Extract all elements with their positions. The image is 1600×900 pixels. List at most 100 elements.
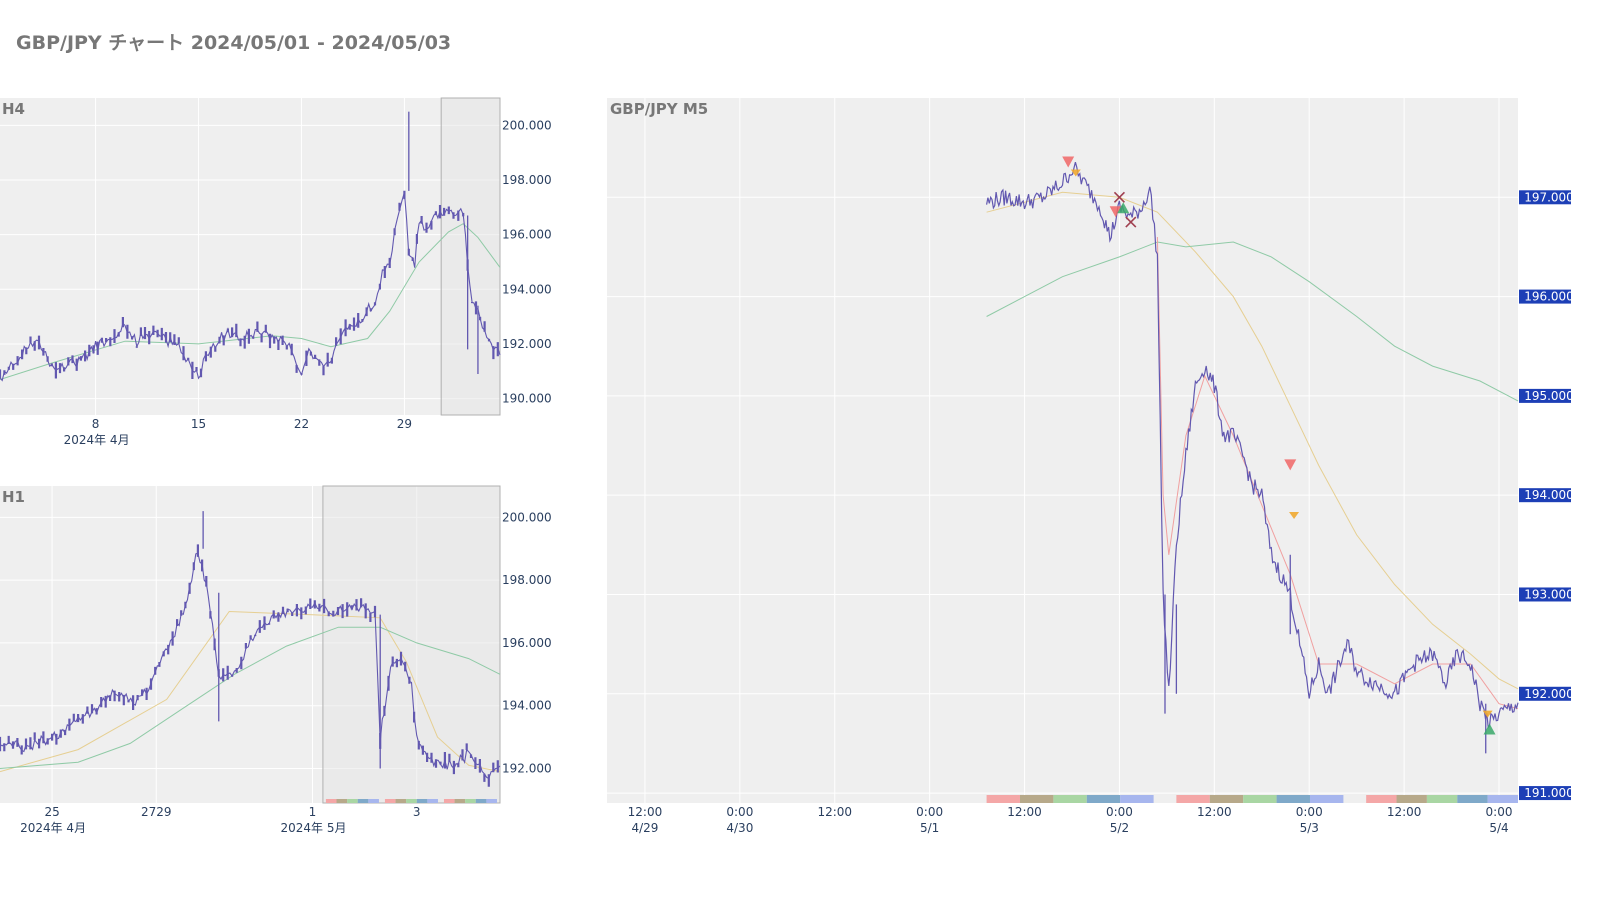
- panel-label: H1: [2, 488, 25, 506]
- x-tick-sublabel: 5/4: [1489, 821, 1508, 835]
- x-tick-label: 0:00: [1296, 805, 1323, 819]
- sell-marker: [1109, 206, 1122, 218]
- candle-bodies: [0, 190, 499, 379]
- x-tick-sublabel: 4/29: [631, 821, 658, 835]
- x-tick-label: 12:00: [1197, 805, 1232, 819]
- y-tick-label: 200.000: [502, 510, 552, 524]
- session-bar: [416, 799, 428, 803]
- y-tick-label: 191.000: [1524, 786, 1574, 800]
- session-bar: [406, 799, 417, 803]
- ma-line-long: [986, 241, 1519, 402]
- session-bar: [475, 799, 487, 803]
- y-tick-label: 193.000: [1524, 587, 1574, 601]
- take-profit-marker: [1070, 169, 1081, 177]
- close-marker: [1113, 191, 1126, 203]
- y-tick-label: 190.000: [502, 392, 552, 406]
- session-bar: [454, 799, 466, 803]
- x-tick-sublabel: 5/3: [1300, 821, 1319, 835]
- session-bar: [384, 799, 396, 803]
- plot-area: [0, 98, 500, 415]
- session-bar: [357, 799, 369, 803]
- x-tick-label: 3: [413, 805, 421, 819]
- y-tick-badge: [1519, 388, 1571, 403]
- session-bar: [1019, 795, 1054, 803]
- y-tick-label: 200.000: [502, 118, 552, 132]
- x-tick-sublabel: 2024年 5月: [281, 821, 347, 835]
- y-tick-label: 197.000: [1524, 190, 1574, 204]
- session-bar: [368, 799, 379, 803]
- y-tick-badge: [1519, 686, 1571, 701]
- highlight-window: [322, 485, 501, 804]
- session-bar: [1366, 795, 1397, 803]
- y-tick-label: 198.000: [502, 173, 552, 187]
- page-title: GBP/JPY チャート 2024/05/01 - 2024/05/03: [16, 32, 452, 54]
- x-tick-label: 12:00: [1387, 805, 1422, 819]
- session-bar: [347, 799, 358, 803]
- y-tick-label: 194.000: [1524, 488, 1574, 502]
- session-bar: [1457, 795, 1488, 803]
- x-tick-sublabel: 4/30: [726, 821, 753, 835]
- x-tick-label: 1: [309, 805, 317, 819]
- ma-line-mid: [986, 191, 1519, 690]
- y-tick-label: 196.000: [502, 228, 552, 242]
- buy-marker: [1117, 202, 1130, 214]
- buy-marker: [1483, 723, 1496, 735]
- y-tick-label: 196.000: [1524, 290, 1574, 304]
- x-tick-label: 12:00: [1007, 805, 1042, 819]
- panel-label: H4: [2, 100, 25, 118]
- session-bar: [1053, 795, 1087, 803]
- take-profit-marker: [1289, 512, 1300, 520]
- session-bar: [1243, 795, 1277, 803]
- ma-line-long: [0, 626, 501, 769]
- session-bar: [465, 799, 476, 803]
- ma-line-long: [0, 223, 501, 380]
- session-bar: [1120, 795, 1154, 803]
- y-tick-label: 192.000: [1524, 687, 1574, 701]
- price-series: [0, 552, 501, 780]
- y-tick-badge: [1519, 786, 1571, 801]
- highlight-window: [440, 97, 501, 416]
- y-tick-badge: [1519, 587, 1571, 602]
- session-bar: [1176, 795, 1210, 803]
- x-tick-label: 0:00: [1486, 805, 1513, 819]
- session-bar: [986, 795, 1020, 803]
- x-tick-label: 29: [397, 417, 412, 431]
- session-bar: [1426, 795, 1458, 803]
- panel-h4: 190.000 192.000 194.000 196.000 198.000 200.0…: [0, 97, 552, 447]
- y-tick-label: 194.000: [502, 699, 552, 713]
- price-series: [986, 161, 1519, 729]
- sell-marker: [1062, 156, 1075, 168]
- x-tick-label: 15: [191, 417, 206, 431]
- y-tick-label: 192.000: [502, 761, 552, 775]
- x-tick-label: 12:00: [817, 805, 852, 819]
- y-tick-badge: [1519, 488, 1571, 503]
- x-tick-label: 2729: [141, 805, 172, 819]
- y-tick-label: 192.000: [502, 337, 552, 351]
- session-bar: [325, 799, 337, 803]
- sell-marker: [1284, 459, 1297, 471]
- panel-m5: 191.000 192.000 193.000 194.000 195.000 196.0…: [607, 98, 1574, 835]
- close-marker: [1125, 216, 1137, 228]
- y-tick-badge: [1519, 190, 1571, 205]
- panel-h1: 192.000 194.000 196.000 198.000 200.000 25 202…: [0, 485, 552, 835]
- y-tick-badge: [1519, 289, 1571, 304]
- session-bar: [486, 799, 497, 803]
- x-tick-sublabel: 5/2: [1110, 821, 1129, 835]
- x-tick-sublabel: 5/1: [920, 821, 939, 835]
- y-tick-label: 195.000: [1524, 389, 1574, 403]
- x-tick-sublabel: 2024年 4月: [64, 433, 130, 447]
- x-tick-label: 25: [44, 805, 59, 819]
- x-tick-label: 0:00: [916, 805, 943, 819]
- x-tick-sublabel: 2024年 4月: [20, 821, 86, 835]
- session-bar: [1487, 795, 1518, 803]
- panel-label: GBP/JPY M5: [610, 100, 708, 118]
- session-bar: [1209, 795, 1244, 803]
- x-tick-label: 0:00: [726, 805, 753, 819]
- session-bar: [427, 799, 438, 803]
- x-tick-label: 8: [92, 417, 100, 431]
- x-tick-label: 22: [294, 417, 309, 431]
- y-tick-label: 196.000: [502, 636, 552, 650]
- session-bar: [1086, 795, 1121, 803]
- take-profit-marker: [1482, 710, 1493, 718]
